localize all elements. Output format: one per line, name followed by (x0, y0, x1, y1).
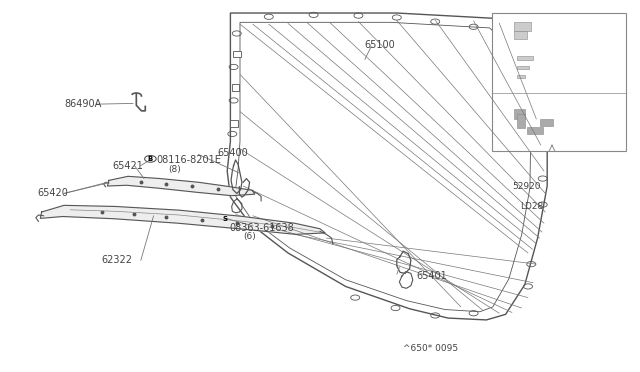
Bar (514, 31, 527, 39)
Text: B: B (148, 156, 153, 162)
Text: 86490A: 86490A (64, 99, 101, 109)
Text: 08363-61638: 08363-61638 (229, 223, 294, 232)
Text: 08116-8201E: 08116-8201E (157, 155, 221, 165)
Text: S: S (223, 217, 228, 222)
Text: 65421: 65421 (112, 161, 143, 170)
Text: 52920: 52920 (512, 182, 541, 190)
Bar (517, 57, 533, 60)
Polygon shape (108, 176, 255, 196)
Text: 65420: 65420 (37, 189, 68, 198)
Text: (6): (6) (243, 232, 256, 241)
Text: 65400: 65400 (218, 148, 248, 157)
Bar (517, 114, 525, 128)
Bar (517, 66, 529, 69)
Bar (230, 120, 238, 127)
Text: 65401: 65401 (416, 271, 447, 281)
Bar (527, 127, 543, 134)
Bar (514, 22, 531, 31)
Bar (517, 75, 525, 78)
Bar (492, 13, 626, 151)
Text: ^650* 0095: ^650* 0095 (403, 344, 458, 353)
Text: 62322: 62322 (101, 256, 132, 265)
Bar (233, 51, 241, 57)
Bar (232, 84, 239, 91)
Polygon shape (40, 205, 325, 234)
Text: 65100: 65100 (365, 40, 396, 49)
Text: LD28: LD28 (520, 202, 543, 211)
Bar (514, 109, 525, 119)
Text: (8): (8) (168, 165, 181, 174)
Bar (540, 119, 553, 126)
